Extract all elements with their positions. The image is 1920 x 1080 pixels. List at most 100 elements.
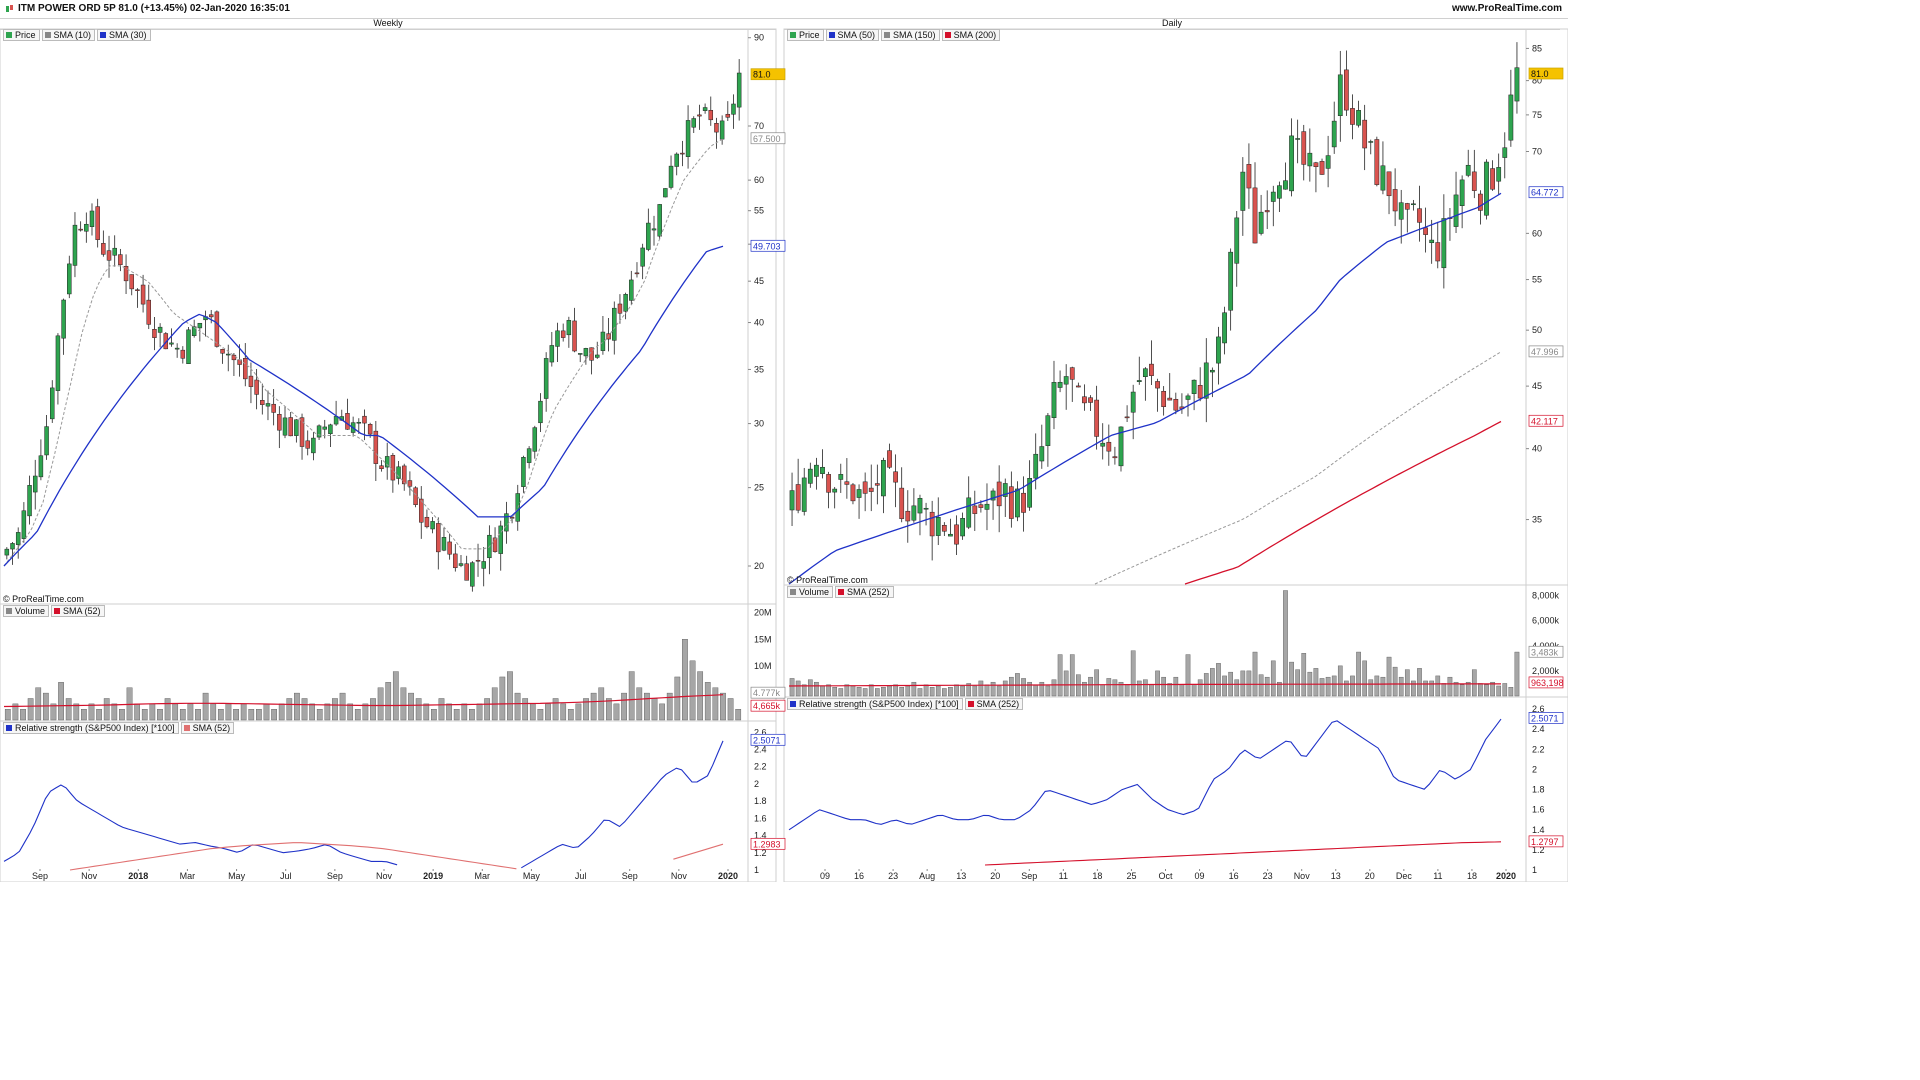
legend-volume-sma[interactable]: SMA (52)	[51, 605, 105, 617]
weekly-rs-line	[3, 740, 724, 869]
daily-volume-bar	[1447, 676, 1453, 697]
legend-volume[interactable]: Volume	[787, 586, 834, 598]
weekly-volume-bar	[81, 709, 87, 721]
legend-sma200[interactable]: SMA (200)	[941, 29, 1001, 41]
daily-candle	[874, 483, 880, 486]
daily-xtick: 18	[1092, 871, 1102, 881]
weekly-candle	[708, 110, 714, 121]
legend-sma30[interactable]: SMA (30)	[97, 29, 151, 41]
weekly-rs-tag-box	[750, 733, 786, 746]
weekly-volume-bar	[141, 709, 148, 721]
daily-rs-sma-tag: 1.2797	[1531, 837, 1559, 847]
daily-candle	[1203, 362, 1209, 399]
weekly-volume-bar	[233, 709, 239, 721]
weekly-volume-bar	[354, 709, 361, 721]
weekly-volume-ytick: 20M	[754, 607, 772, 617]
daily-volume-bar	[1453, 681, 1459, 697]
daily-price-legend: Price SMA (50) SMA (150) SMA (200)	[787, 29, 1001, 41]
weekly-volume-bar	[134, 703, 141, 721]
weekly-xtick: Sep	[327, 871, 343, 881]
legend-rs[interactable]: Relative strength (S&P500 Index) [*100]	[787, 698, 963, 710]
weekly-candle	[106, 250, 112, 261]
daily-candle	[1337, 74, 1343, 116]
weekly-price-tag: 81.0	[753, 70, 771, 80]
weekly-volume-bar	[720, 692, 726, 721]
daily-volume-bar	[1350, 675, 1355, 697]
daily-candle	[1319, 161, 1325, 175]
daily-candle	[972, 505, 978, 514]
daily-price-ytick: 80	[1532, 76, 1542, 86]
weekly-candle	[123, 265, 129, 282]
daily-volume-bar	[1356, 651, 1361, 697]
legend-price[interactable]: Price	[787, 29, 824, 41]
daily-volume-bar	[1185, 654, 1191, 697]
daily-candle	[820, 466, 825, 474]
weekly-volume-bar	[727, 698, 734, 721]
weekly-candle	[572, 320, 577, 352]
legend-sma150[interactable]: SMA (150)	[881, 29, 940, 41]
daily-price-tag-box	[1528, 67, 1564, 80]
weekly-volume-bar	[461, 703, 468, 721]
daily-volume-bar	[1435, 675, 1441, 697]
weekly-sma10-tag-box	[750, 132, 786, 145]
daily-candle	[1142, 368, 1148, 378]
daily-candle	[1039, 446, 1045, 462]
daily-volume-bar	[1173, 676, 1179, 697]
daily-volume-bar	[1009, 676, 1014, 697]
weekly-price-ytick: 45	[754, 276, 764, 286]
weekly-volume-bar	[339, 692, 346, 721]
daily-candle	[941, 524, 947, 532]
daily-volume-bar	[1465, 681, 1471, 697]
daily-volume-sma-tag: 963,198	[1531, 678, 1564, 688]
daily-volume-bar	[1033, 684, 1039, 697]
daily-xtick: Aug	[919, 871, 935, 881]
daily-rs-ytick: 2	[1532, 764, 1537, 774]
weekly-candle	[15, 532, 21, 545]
weekly-candle	[208, 314, 214, 318]
daily-candle	[935, 517, 941, 536]
daily-volume-bar	[1240, 670, 1246, 697]
daily-volume-bar	[1514, 651, 1520, 697]
daily-price-ytick: 70	[1532, 147, 1542, 157]
weekly-candle	[186, 329, 191, 364]
daily-candle	[1380, 165, 1386, 191]
weekly-candle	[697, 114, 702, 117]
weekly-candle	[555, 330, 560, 347]
daily-xtick: Sep	[1021, 871, 1037, 881]
legend-rs-sma[interactable]: SMA (52)	[180, 722, 235, 734]
daily-xtick: Nov	[1294, 871, 1311, 881]
daily-volume-bar	[1106, 678, 1112, 697]
weekly-candle	[583, 348, 589, 357]
legend-volume-sma[interactable]: SMA (252)	[835, 586, 894, 598]
daily-candle	[832, 488, 838, 493]
weekly-rs-sma-tag-box	[750, 837, 786, 850]
weekly-volume-bar	[172, 703, 179, 721]
daily-volume-bar	[1289, 661, 1294, 697]
legend-sma10[interactable]: SMA (10)	[41, 29, 96, 41]
legend-volume[interactable]: Volume	[3, 605, 50, 617]
weekly-volume-bar	[514, 692, 521, 721]
daily-volume-bar	[1283, 590, 1288, 697]
charts-canvas[interactable]: 20 25 30 35 40 45 50 55 60 70 90 81.0 67.500 49.703 35…	[0, 0, 1568, 882]
daily-candle	[1015, 488, 1020, 518]
weekly-volume-bar	[286, 698, 293, 721]
weekly-sma10-line	[3, 138, 724, 567]
weekly-candle	[538, 400, 543, 424]
weekly-candle	[288, 417, 293, 437]
weekly-candle	[595, 354, 600, 358]
daily-volume-bar	[1368, 679, 1374, 697]
daily-sma50-tag: 64.772	[1531, 188, 1559, 198]
daily-volume-bar	[814, 681, 819, 697]
legend-rs[interactable]: Relative strength (S&P500 Index) [*100]	[3, 722, 179, 734]
weekly-volume-bar	[225, 703, 232, 721]
site-link[interactable]: www.ProRealTime.com	[1451, 3, 1562, 14]
legend-sma50[interactable]: SMA (50)	[825, 29, 880, 41]
daily-xtick: 23	[888, 871, 898, 881]
daily-candle	[1021, 492, 1026, 513]
legend-price[interactable]: Price	[3, 29, 40, 41]
daily-volume-bar	[1313, 668, 1319, 697]
daily-volume-bar	[1069, 654, 1075, 697]
daily-volume-bar	[1374, 675, 1380, 697]
weekly-volume-bar	[507, 671, 513, 721]
legend-rs-sma[interactable]: SMA (252)	[964, 698, 1024, 710]
